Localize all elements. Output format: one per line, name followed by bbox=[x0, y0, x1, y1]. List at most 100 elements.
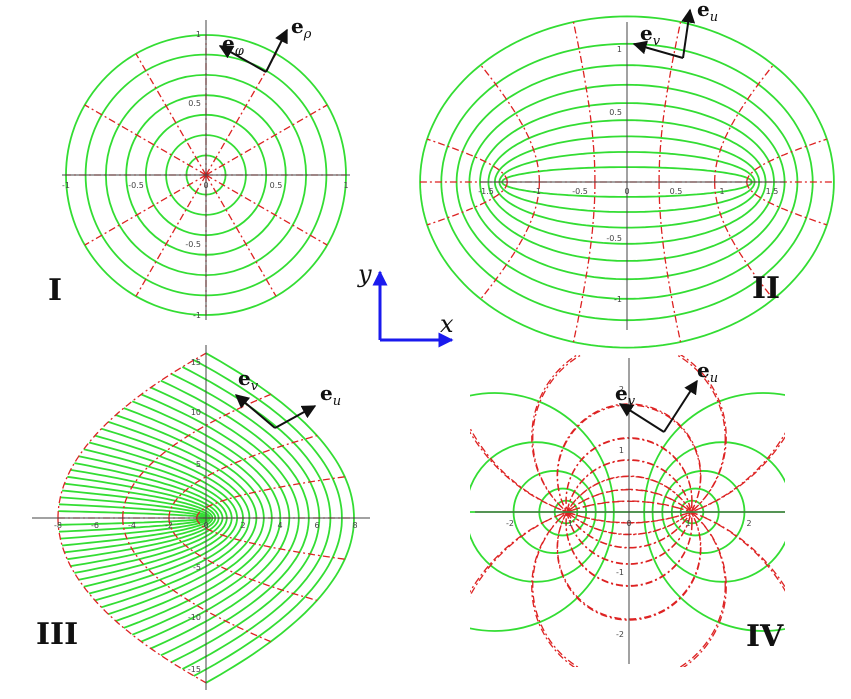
x-axis-symbol: x bbox=[440, 310, 454, 338]
x-tick-label: -6 bbox=[91, 521, 99, 530]
x-tick-label: 1 bbox=[719, 187, 724, 196]
x-tick-label: -2 bbox=[165, 521, 173, 530]
parabolic-basis-vectors: ev eu bbox=[234, 366, 341, 429]
v-hyperbola bbox=[572, 21, 596, 182]
x-tick-label: 0.5 bbox=[270, 181, 283, 190]
e-u-arrow bbox=[663, 379, 698, 433]
y-tick-label: -2 bbox=[616, 630, 624, 639]
y-tick-label: -5 bbox=[193, 563, 201, 572]
v-parabola bbox=[122, 393, 272, 518]
x-tick-label: 0 bbox=[624, 187, 629, 196]
v-circle bbox=[531, 489, 727, 667]
x-tick-label: 8 bbox=[352, 521, 357, 530]
y-tick-label: -10 bbox=[188, 613, 201, 622]
v-parabola bbox=[196, 518, 345, 560]
e-v-arrow bbox=[618, 403, 665, 433]
bipolar-basis-vectors: ev eu bbox=[615, 358, 718, 433]
panel-label-III: III bbox=[36, 617, 78, 652]
y-tick-label: -1 bbox=[193, 311, 201, 320]
x-tick-label: -4 bbox=[128, 521, 136, 530]
x-tick-label: -0.5 bbox=[128, 181, 144, 190]
v-parabola bbox=[57, 518, 207, 684]
y-tick-label: 15 bbox=[191, 358, 201, 367]
x-tick-label: 0 bbox=[203, 521, 208, 530]
v-hyperbola bbox=[426, 182, 508, 226]
x-tick-label: -1.5 bbox=[478, 187, 494, 196]
polar-axes bbox=[62, 20, 350, 320]
axes-indicator: y x bbox=[357, 260, 454, 348]
y-tick-label: -1 bbox=[616, 568, 624, 577]
x-tick-label: 2 bbox=[240, 521, 245, 530]
panel-label-IV: IV bbox=[746, 619, 784, 654]
x-tick-label: -8 bbox=[54, 521, 62, 530]
e-phi-label: eφ bbox=[222, 31, 245, 59]
v-circle bbox=[556, 403, 702, 549]
y-tick-label: 1 bbox=[196, 30, 201, 39]
v-hyperbola bbox=[572, 182, 596, 343]
y-tick-label: 1 bbox=[617, 45, 622, 54]
x-tick-label: 2 bbox=[746, 519, 751, 528]
phi-ray bbox=[84, 104, 207, 176]
v-parabola bbox=[122, 518, 272, 643]
e-v-arrow bbox=[234, 394, 276, 429]
e-u-label: eu bbox=[697, 0, 718, 25]
v-hyperbola bbox=[426, 138, 508, 182]
x-tick-label: 4 bbox=[277, 521, 282, 530]
v-parabola bbox=[57, 352, 207, 518]
x-tick-label: -1 bbox=[533, 187, 541, 196]
y-tick-label: -1 bbox=[614, 295, 622, 304]
panel-parabolic: -8 -6 -4 -2 0 2 4 6 8 15 10 5 -5 -10 -15 III ev eu bbox=[32, 345, 370, 690]
y-tick-label: -0.5 bbox=[185, 240, 201, 249]
x-tick-label: -1 bbox=[565, 519, 573, 528]
v-parabola bbox=[196, 476, 345, 518]
phi-ray bbox=[84, 174, 207, 246]
x-tick-label: 6 bbox=[314, 521, 319, 530]
e-u-arrow bbox=[681, 8, 696, 59]
v-hyperbola bbox=[658, 182, 682, 343]
y-tick-label: 1 bbox=[619, 446, 624, 455]
phi-ray bbox=[135, 174, 207, 297]
x-tick-label: -0.5 bbox=[572, 187, 588, 196]
e-u-arrow bbox=[274, 405, 317, 429]
v-hyperbola bbox=[480, 182, 540, 300]
y-tick-label: 0.5 bbox=[188, 99, 201, 108]
elliptic-basis-vectors: ev eu bbox=[632, 0, 718, 59]
e-v-label: ev bbox=[640, 21, 661, 49]
polar-tick-labels: -1 -0.5 0 0.5 1 1 0.5 -0.5 -1 bbox=[62, 30, 349, 320]
elliptic-axes bbox=[480, 22, 785, 330]
e-v-arrow bbox=[632, 40, 684, 59]
panel-label-II: II bbox=[752, 271, 780, 306]
y-tick-label: 10 bbox=[191, 408, 201, 417]
y-tick-label: -0.5 bbox=[606, 234, 622, 243]
v-circle bbox=[556, 475, 702, 621]
bipolar-tick-labels: -2 -1 0 1 2 2 1 -1 -2 bbox=[506, 385, 752, 639]
panel-bipolar: -2 -1 0 1 2 2 1 -1 -2 IV ev eu bbox=[470, 355, 785, 667]
parabolic-axes bbox=[32, 345, 370, 690]
x-tick-label: 1 bbox=[685, 519, 690, 528]
x-tick-label: -1 bbox=[62, 181, 70, 190]
y-tick-label: 2 bbox=[619, 385, 624, 394]
e-rho-label: eρ bbox=[291, 14, 312, 42]
x-tick-label: 0 bbox=[203, 181, 208, 190]
v-hyperbola bbox=[714, 182, 774, 300]
x-tick-label: 1.5 bbox=[766, 187, 779, 196]
v-hyperbola bbox=[746, 182, 828, 226]
y-axis-symbol: y bbox=[357, 260, 372, 288]
e-v-label: ev bbox=[615, 381, 636, 409]
v-hyperbola bbox=[714, 64, 774, 182]
y-tick-label: -15 bbox=[188, 665, 201, 674]
phi-ray bbox=[205, 104, 328, 176]
phi-ray bbox=[135, 53, 207, 176]
x-tick-label: -2 bbox=[506, 519, 514, 528]
e-u-label: eu bbox=[697, 358, 718, 386]
panel-label-I: I bbox=[48, 273, 62, 308]
e-phi-arrow bbox=[218, 45, 267, 73]
phi-ray bbox=[205, 174, 277, 297]
elliptic-tick-labels: -1.5 -1 -0.5 0 0.5 1 1.5 1 0.5 -0.5 -1 bbox=[478, 45, 778, 304]
polar-basis-vectors: eφ eρ bbox=[218, 14, 312, 73]
e-v-label: ev bbox=[238, 366, 259, 394]
y-tick-label: 0.5 bbox=[609, 108, 622, 117]
panel-polar: -1 -0.5 0 0.5 1 1 0.5 -0.5 -1 I eφ eρ bbox=[48, 14, 350, 320]
e-u-label: eu bbox=[320, 381, 341, 409]
